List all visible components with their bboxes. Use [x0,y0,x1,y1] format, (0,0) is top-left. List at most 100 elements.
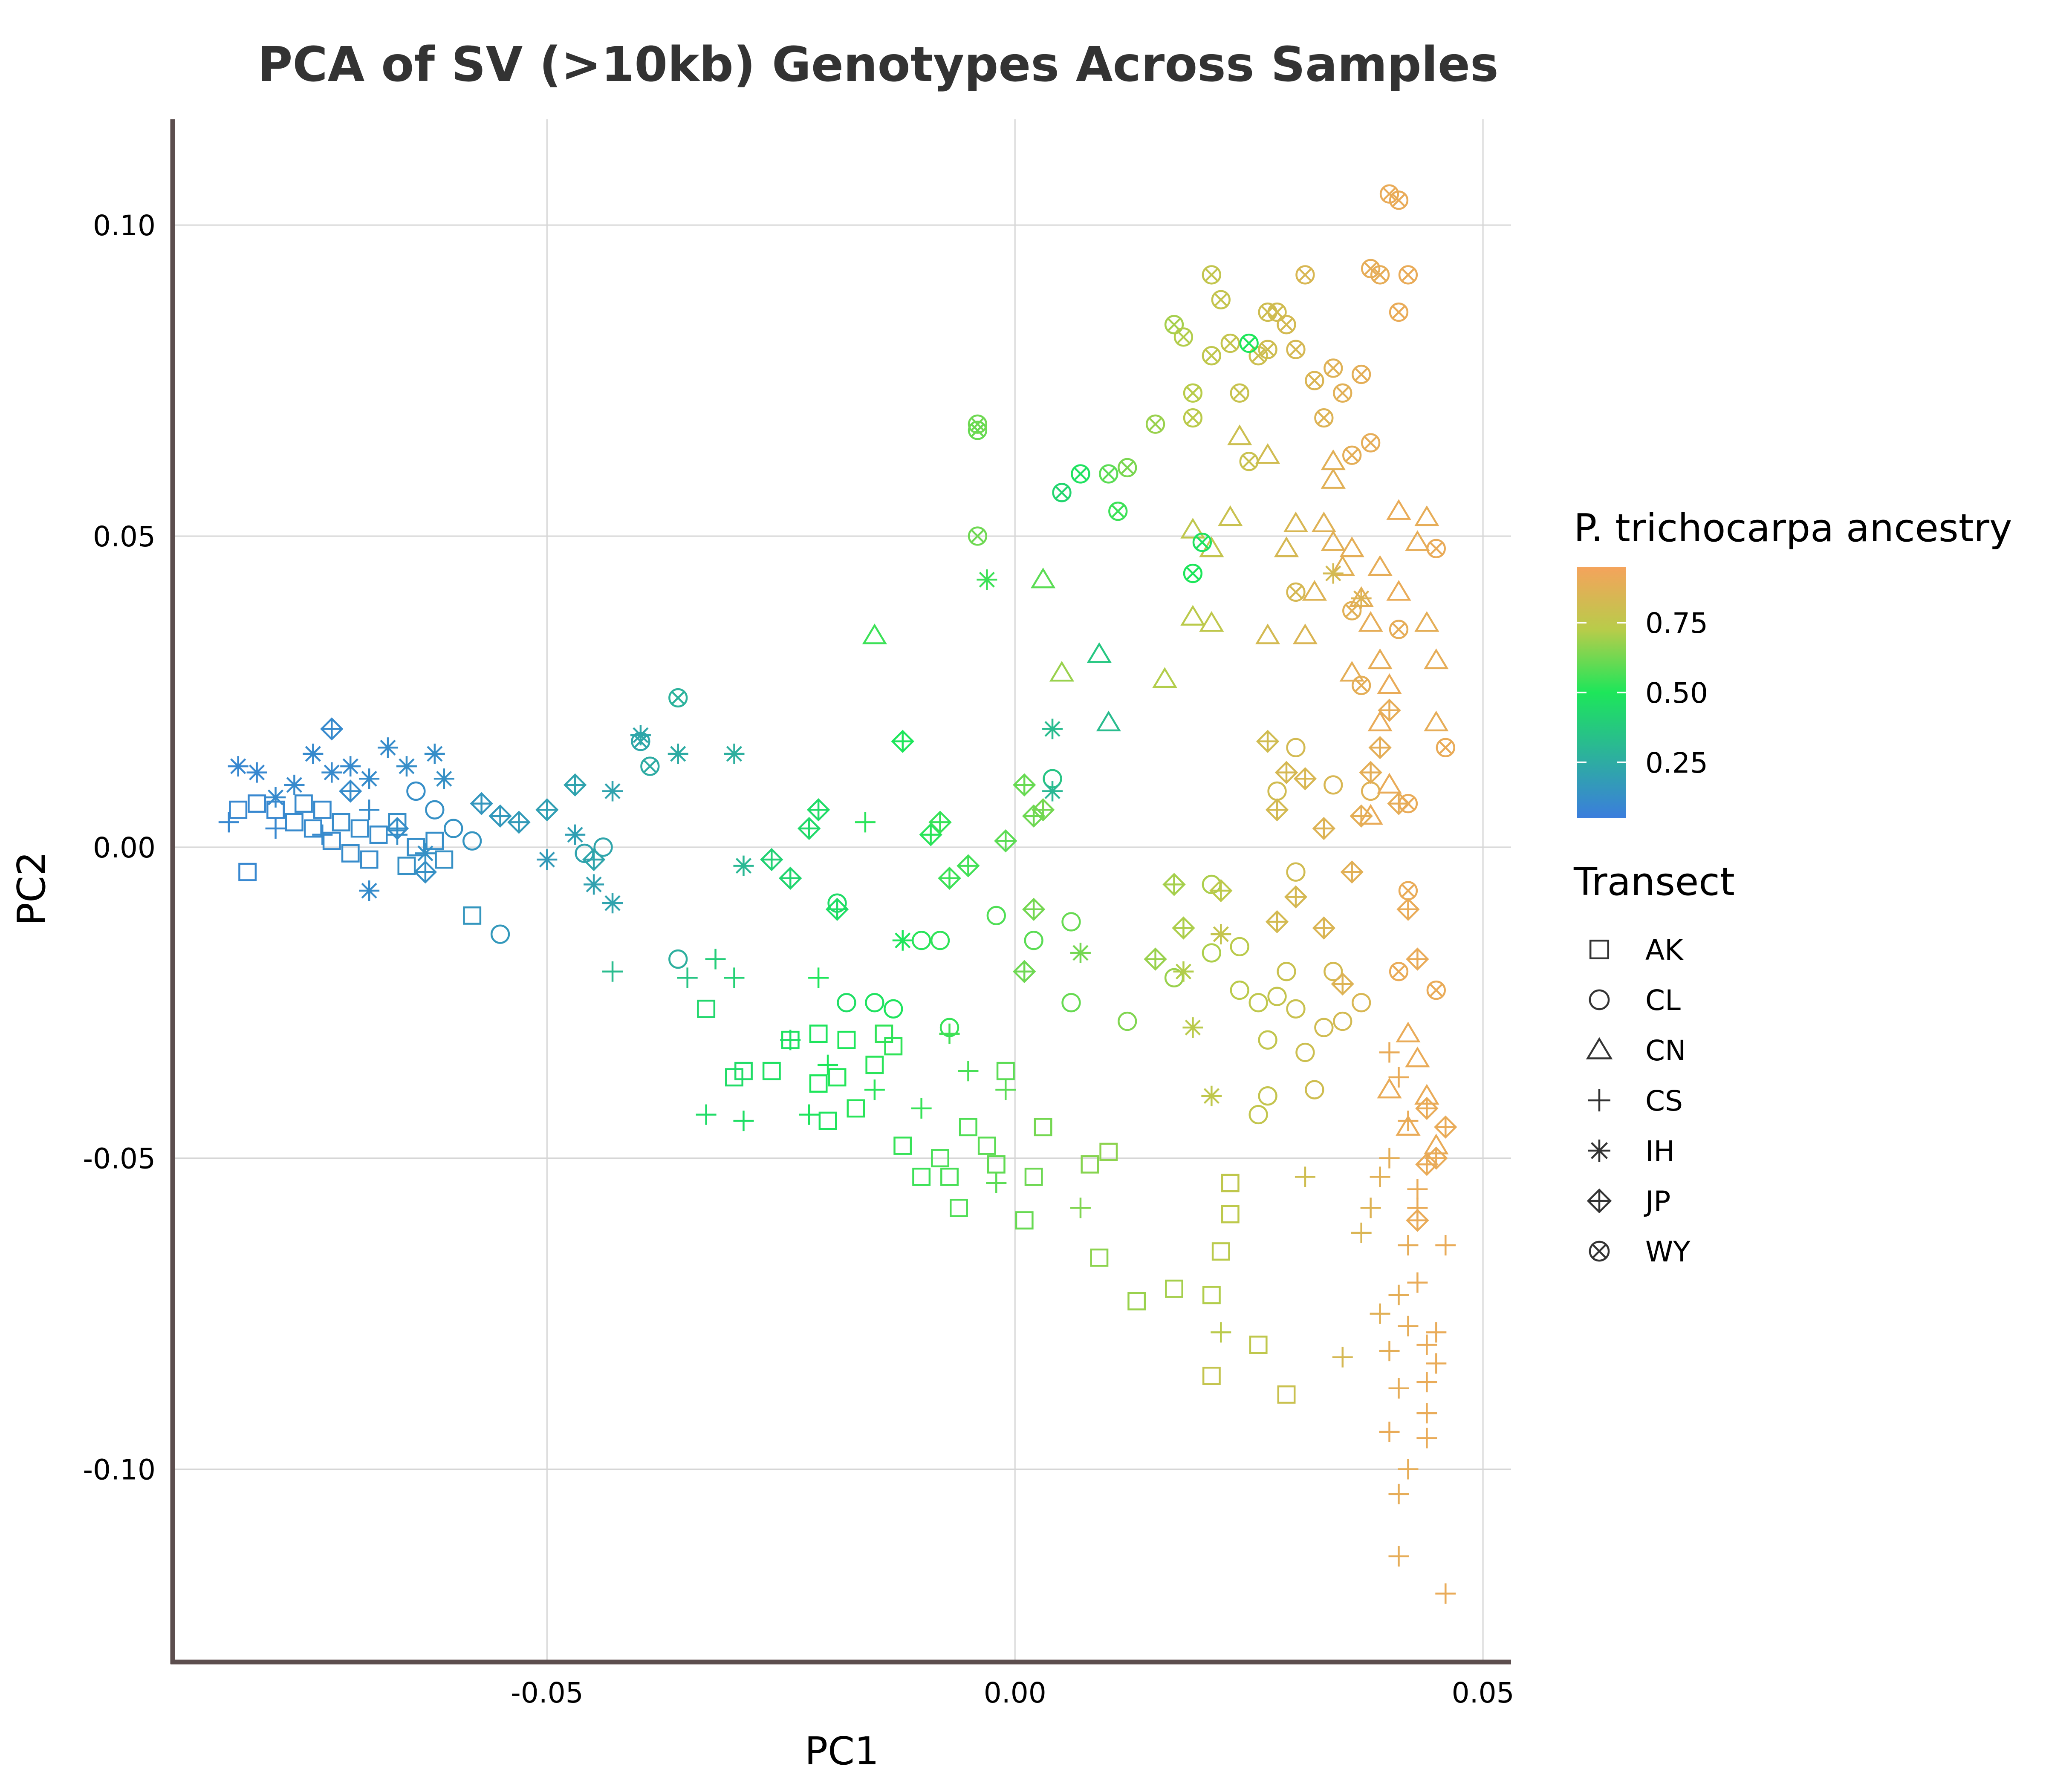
point-cs [1416,1403,1437,1424]
point-wy [1277,315,1296,335]
point-cn [1321,468,1346,489]
point-cs [1370,1303,1390,1324]
y-tick-label: 0.00 [93,831,156,864]
point-cs [1070,1198,1091,1218]
point-ak [350,819,369,838]
point-cl [1118,1011,1137,1031]
point-cl [1286,738,1306,757]
point-jp [1012,773,1036,797]
point-cl [911,931,931,950]
point-cl [1286,862,1306,882]
point-cn [1180,605,1205,626]
point-cn [1405,1046,1430,1068]
point-cn [1377,673,1402,694]
point-cs [1435,1235,1456,1256]
point-jp [1022,897,1046,921]
point-jp [413,860,437,884]
point-cs [724,967,745,988]
point-wy [1183,408,1203,428]
point-wy [1426,980,1446,1000]
point-wy [1295,265,1315,285]
point-ak [463,906,482,925]
shape-legend-label: AK [1645,934,1684,967]
point-ih [1182,1017,1203,1038]
shape-legend-entries: AK CL CN CS IH JP WY [1586,934,1691,1268]
point-cs [808,967,829,988]
point-jp [582,848,606,871]
point-ak [818,1111,837,1130]
point-cs [1407,1179,1428,1200]
point-ak [1090,1248,1109,1267]
point-cl [1277,962,1296,981]
point-wy [1248,346,1268,366]
point-wy [1361,433,1381,453]
point-cl [1305,1080,1324,1099]
point-wy [1352,675,1371,695]
point-jp [1012,960,1036,983]
point-cl [1024,931,1043,950]
x-tick-label: 0.00 [984,1677,1046,1709]
point-jp [1406,947,1429,971]
point-ih [246,762,267,783]
point-cs [995,1079,1016,1100]
point-ih [892,930,913,951]
point-ak [837,1030,856,1049]
point-ih [602,893,623,914]
shape-legend-label: JP [1644,1185,1670,1218]
point-wy [1398,794,1418,814]
x-tick-label: 0.05 [1452,1677,1514,1709]
point-cl [490,924,510,944]
point-ih [1323,563,1344,584]
point-cs [218,812,239,833]
data-points [218,184,1457,1604]
point-cn [1283,511,1309,533]
point-cs [780,1030,801,1050]
point-cs [1388,1284,1409,1305]
point-cs [1295,1166,1315,1187]
point-wy [1389,962,1409,981]
point-jp [928,811,952,834]
point-ak [1221,1205,1240,1224]
point-cn [1396,1022,1421,1042]
point-ak [1211,1242,1230,1261]
point-wy [968,414,988,434]
point-wy [1305,371,1324,390]
point-jp [1031,798,1055,822]
point-cs [1379,1042,1400,1063]
point-wy [968,526,988,546]
point-wy [1230,383,1249,403]
point-ak [912,1168,931,1186]
point-ak [828,1068,847,1087]
point-ak [762,1062,781,1080]
point-cl [1286,999,1306,1019]
point-cs [1388,1378,1409,1399]
point-cs [1379,1421,1400,1442]
point-ih [396,756,417,777]
point-jp [957,854,980,877]
point-jp [1415,1097,1439,1120]
point-cl [1248,993,1268,1013]
shape-legend-item-cl: CL [1589,984,1681,1017]
point-ak [1024,1168,1043,1186]
point-ak [996,1062,1015,1080]
point-jp [1162,873,1186,896]
point-cs [911,1098,932,1119]
point-cs [986,1173,1007,1194]
shape-legend-key-jp [1587,1188,1612,1214]
point-wy [1239,452,1259,471]
point-cn [1414,611,1439,632]
point-ih [359,768,380,789]
point-cn [1030,567,1056,589]
point-cs [818,1054,838,1075]
point-wy [1389,302,1409,322]
point-ih [1351,588,1372,609]
point-wy [1183,563,1203,583]
point-ak [1277,1385,1296,1404]
point-ih [284,774,305,795]
point-ak [1165,1279,1183,1298]
point-jp [1434,1115,1457,1139]
point-cs [958,1061,979,1082]
point-ih [733,855,754,876]
point-jp [1350,804,1373,828]
